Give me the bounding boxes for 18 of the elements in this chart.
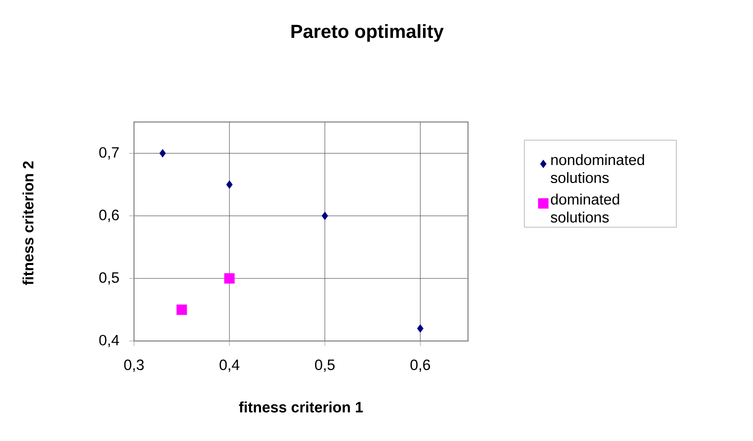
x-tick-label: 0,3 xyxy=(124,360,144,372)
chart-title: Pareto optimality xyxy=(291,24,444,42)
point xyxy=(176,304,187,315)
x-tick-label: 0,5 xyxy=(315,360,335,372)
y-tick-label: 0,5 xyxy=(99,272,119,285)
y-axis-title: fitness criterion 2 xyxy=(22,161,34,286)
x-axis-title: fitness criterion 1 xyxy=(238,402,363,412)
point xyxy=(322,212,328,220)
y-tick-label: 0,6 xyxy=(99,210,119,222)
legend-label: dominated solutions xyxy=(550,194,620,223)
y-tick-label: 0,7 xyxy=(99,147,119,160)
point xyxy=(224,273,235,284)
x-tick-label: 0,6 xyxy=(410,360,430,372)
point xyxy=(417,324,424,333)
y-tick-label: 0,4 xyxy=(99,334,120,348)
point xyxy=(226,180,233,189)
x-tick-label: 0,4 xyxy=(220,360,240,372)
point xyxy=(159,149,166,158)
